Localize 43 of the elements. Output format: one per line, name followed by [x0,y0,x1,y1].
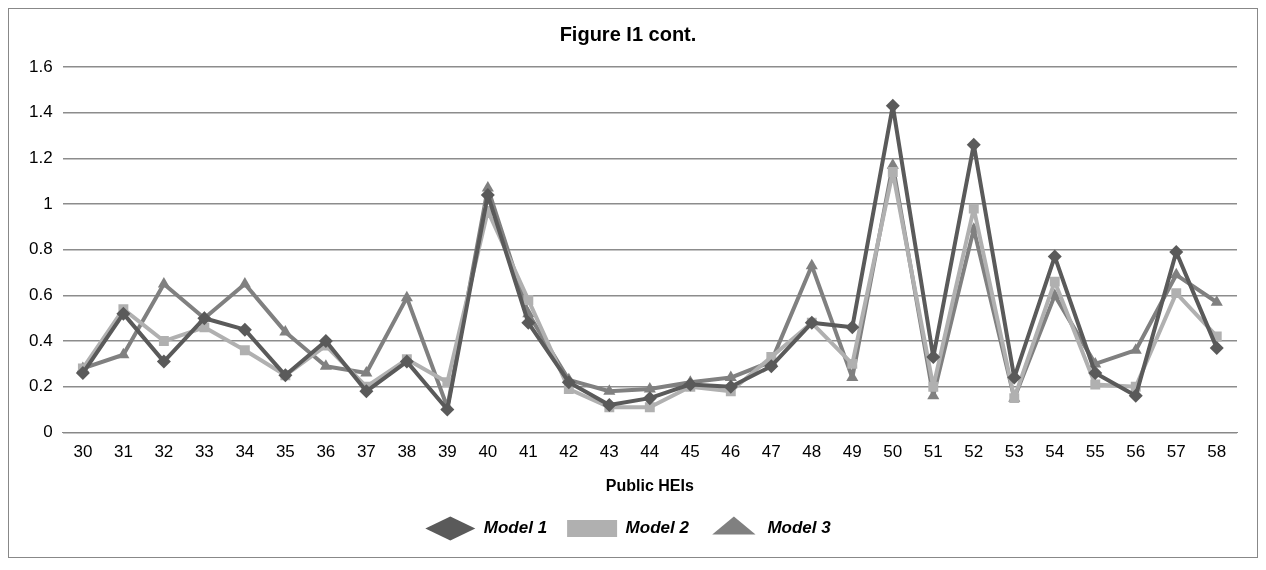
x-tick-label: 35 [275,442,295,462]
x-tick-label: 46 [721,442,741,462]
x-tick-label: 32 [154,442,174,462]
x-axis-title: Public HEIs [605,476,694,494]
x-tick-label: 49 [842,442,862,462]
x-tick-label: 43 [599,442,619,462]
x-tick-label: 33 [194,442,214,462]
x-tick-label: 51 [923,442,943,462]
x-tick-label: 42 [559,442,579,462]
y-tick-label: 1.6 [28,56,53,76]
x-tick-label: 54 [1045,442,1065,462]
legend-label: Model 1 [483,518,548,538]
x-tick-label: 57 [1166,442,1186,462]
x-tick-label: 55 [1085,442,1105,462]
x-tick-label: 56 [1126,442,1146,462]
y-tick-label: 0.2 [28,376,53,396]
x-tick-label: 34 [235,442,255,462]
x-tick-label: 48 [802,442,822,462]
x-tick-label: 50 [883,442,903,462]
x-tick-label: 58 [1207,442,1227,462]
x-tick-label: 52 [964,442,984,462]
y-tick-label: 0.4 [28,330,53,350]
y-tick-label: 0.6 [28,285,53,305]
x-tick-label: 41 [518,442,538,462]
y-tick-label: 1.4 [28,102,53,122]
legend-label: Model 3 [767,518,832,538]
y-tick-label: 0 [43,422,53,442]
x-tick-label: 45 [680,442,700,462]
y-tick-label: 0.8 [28,239,53,259]
legend-label: Model 2 [625,518,690,538]
x-tick-label: 40 [478,442,498,462]
x-tick-label: 36 [316,442,336,462]
x-tick-label: 44 [640,442,660,462]
x-tick-label: 37 [356,442,376,462]
x-tick-label: 47 [761,442,781,462]
x-tick-label: 31 [113,442,133,462]
x-tick-label: 38 [397,442,417,462]
x-tick-label: 53 [1004,442,1024,462]
chart-title: Figure I1 cont. [559,22,697,45]
y-tick-label: 1 [43,193,53,213]
x-tick-label: 30 [73,442,93,462]
x-tick-label: 39 [437,442,457,462]
y-tick-label: 1.2 [28,148,53,168]
